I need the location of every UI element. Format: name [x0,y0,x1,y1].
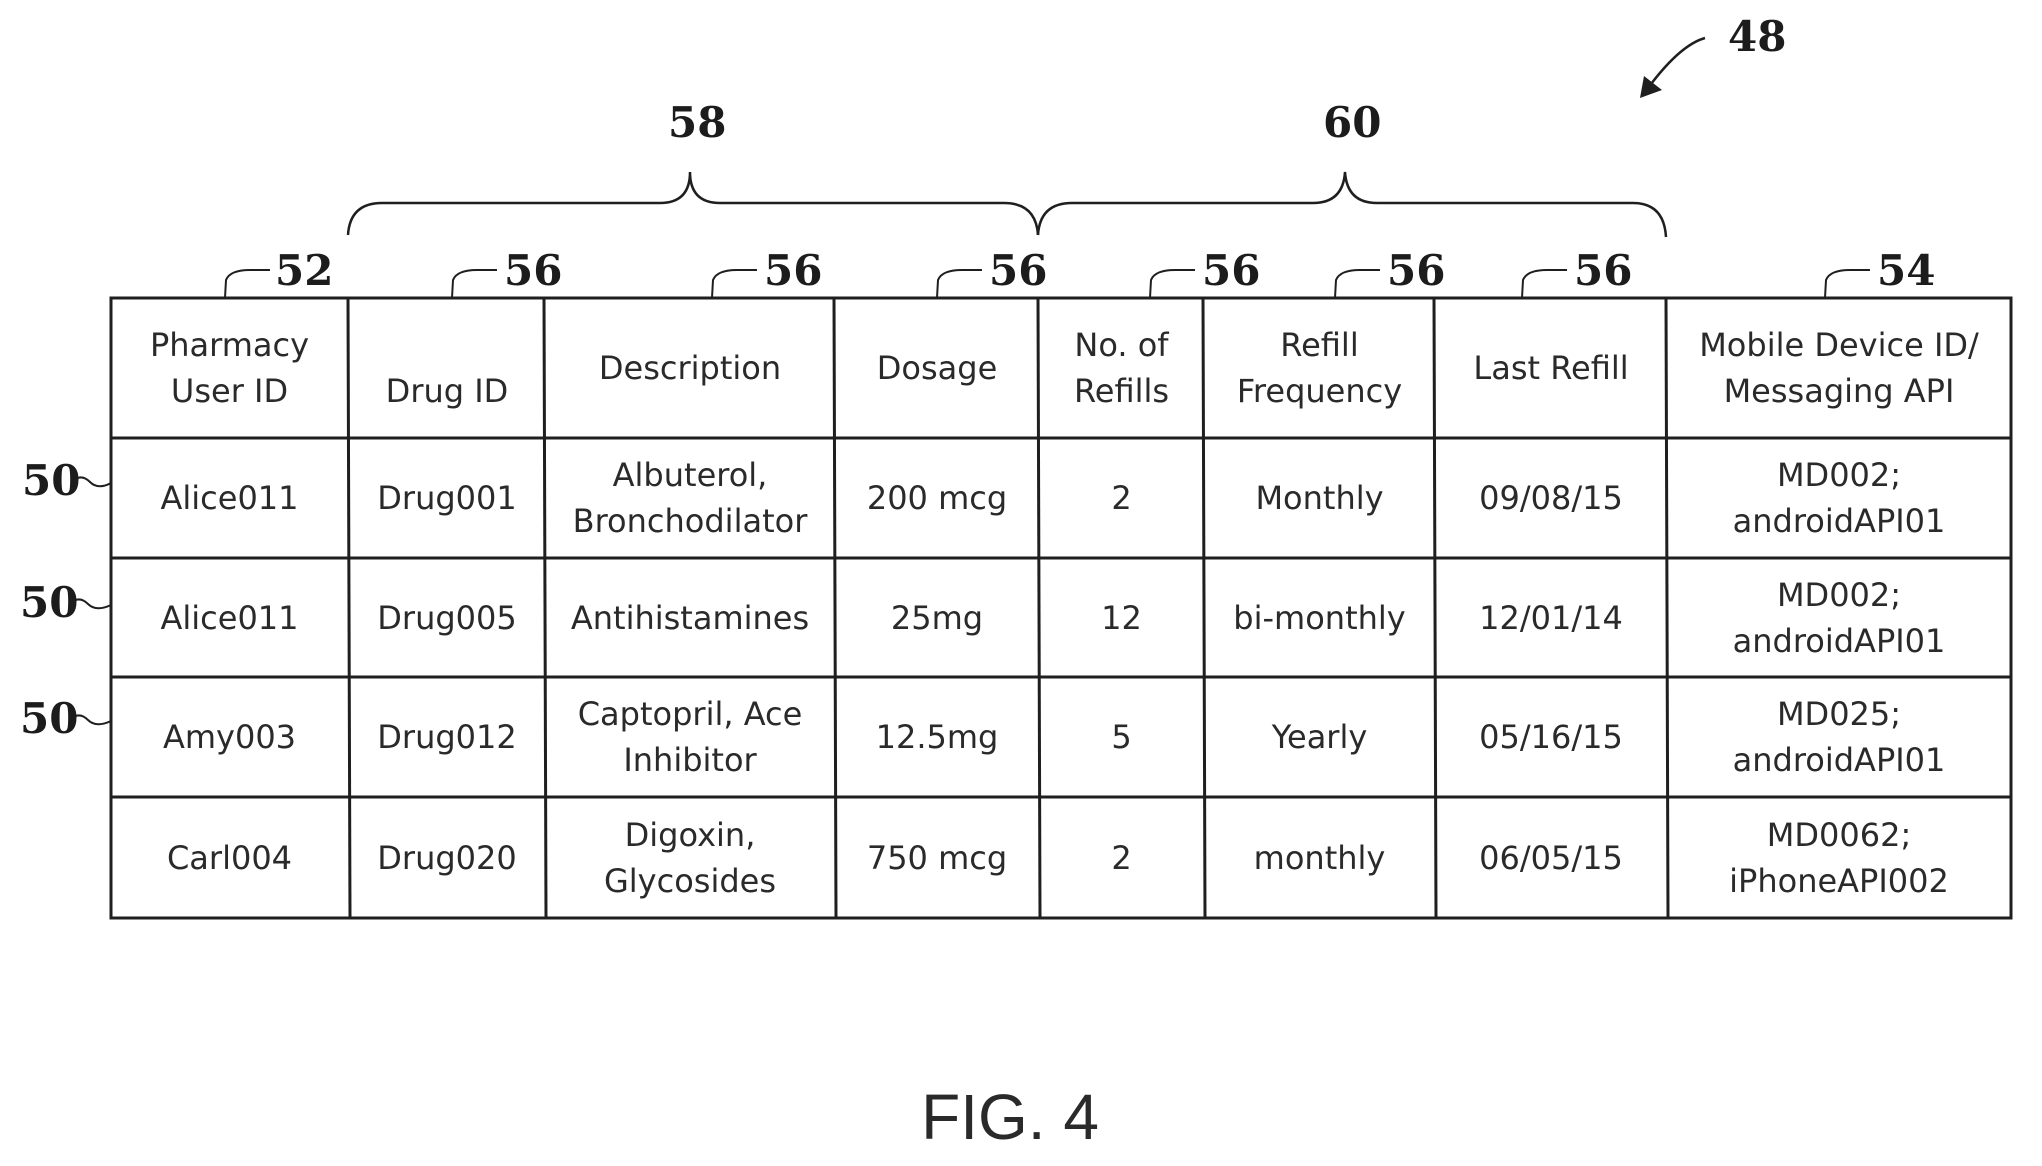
ref-numeral-56: 56 [1574,250,1632,292]
table-header-cell: Pharmacy User ID [111,298,348,438]
ref-numeral-54: 54 [1877,250,1935,292]
table-cell: 750 mcg [835,797,1039,918]
table-cell: Alice011 [111,438,348,558]
ref-numeral-50: 50 [20,582,78,624]
figure-caption: FIG. 4 [820,1085,1200,1149]
table-cell: Captopril, Ace Inhibitor [545,677,835,797]
table-header-cell: Refill Frequency [1204,298,1435,438]
table-cell: MD002; androidAPI01 [1667,438,2011,558]
ref-numeral-56: 56 [764,250,822,292]
table-cell: Carl004 [111,797,348,918]
table-cell: MD002; androidAPI01 [1667,558,2011,677]
table-cell: 12 [1039,558,1204,677]
table-cell: Amy003 [111,677,348,797]
arrow-48 [1648,38,1705,88]
table-cell: 12.5mg [835,677,1039,797]
table-cell: 12/01/14 [1435,558,1667,677]
brace-58 [348,172,1038,235]
table-cell: Digoxin, Glycosides [545,797,835,918]
table-cell: MD0062; iPhoneAPI002 [1667,797,2011,918]
ref-numeral-60: 60 [1323,102,1381,144]
table-cell: bi-monthly [1204,558,1435,677]
table-cell: 06/05/15 [1435,797,1667,918]
table-cell: 200 mcg [835,438,1039,558]
ref-numeral-56: 56 [989,250,1047,292]
leader-56 [712,270,757,298]
table-cell: Albuterol, Bronchodilator [545,438,835,558]
table-cell: 5 [1039,677,1204,797]
leader-56 [1522,270,1567,298]
table-cell: Monthly [1204,438,1435,558]
table-cell: 25mg [835,558,1039,677]
table-header-cell: Dosage [835,298,1039,438]
ref-numeral-58: 58 [668,102,726,144]
brace-60 [1038,172,1666,237]
table-cell: Yearly [1204,677,1435,797]
ref-numeral-56: 56 [1387,250,1445,292]
ref-numeral-56: 56 [1202,250,1260,292]
table-cell: MD025; androidAPI01 [1667,677,2011,797]
leader-56 [937,270,982,298]
table-cell: Antihistamines [545,558,835,677]
arrow-48-head [1640,76,1662,98]
leader-56 [1150,270,1195,298]
table-cell: Alice011 [111,558,348,677]
table-cell: Drug012 [349,677,545,797]
table-cell: 09/08/15 [1435,438,1667,558]
table-cell: Drug005 [349,558,545,677]
table-cell: monthly [1204,797,1435,918]
table-header-cell: Drug ID [349,298,545,438]
leader-54 [1825,270,1870,298]
table-header-cell: Mobile Device ID/ Messaging API [1667,298,2011,438]
ref-numeral-50: 50 [22,460,80,502]
ref-numeral-48: 48 [1728,16,1786,58]
table-header-cell: Description [545,298,835,438]
leader-56 [1335,270,1380,298]
table-cell: 2 [1039,797,1204,918]
table-cell: Drug001 [349,438,545,558]
ref-numeral-50: 50 [20,698,78,740]
ref-numeral-52: 52 [275,250,333,292]
leader-56 [452,270,497,298]
table-header-cell: No. of Refills [1039,298,1204,438]
table-cell: 05/16/15 [1435,677,1667,797]
table-header-cell: Last Refill [1435,298,1667,438]
ref-numeral-56: 56 [504,250,562,292]
table-cell: 2 [1039,438,1204,558]
leader-52 [225,270,270,298]
table-cell: Drug020 [349,797,545,918]
